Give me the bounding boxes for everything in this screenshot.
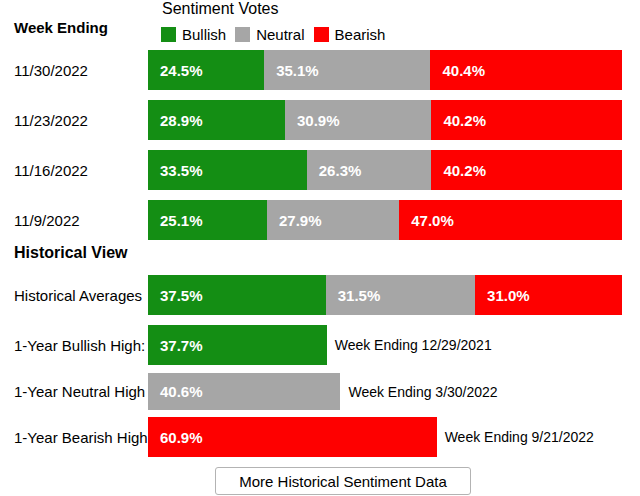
value-bar: 37.7% Week Ending 12/29/2021	[148, 325, 622, 365]
bearish-segment: 40.2%	[431, 100, 622, 140]
week-label: 11/9/2022	[0, 200, 148, 240]
bearish-segment: 47.0%	[399, 200, 622, 240]
segment-value: 31.0%	[475, 287, 530, 304]
stacked-bar: 37.5% 31.5% 31.0%	[148, 275, 622, 315]
more-historical-data-button[interactable]: More Historical Sentiment Data	[215, 467, 471, 495]
bullish-segment: 25.1%	[148, 200, 267, 240]
neutral-swatch-icon	[235, 27, 250, 42]
historical-row-label: 1-Year Bullish High:	[0, 325, 148, 365]
segment-value: 40.4%	[430, 62, 485, 79]
week-ending-heading: Week Ending	[14, 19, 108, 36]
stacked-bar: 24.5% 35.1% 40.4%	[148, 50, 622, 90]
stacked-bar: 33.5% 26.3% 40.2%	[148, 150, 622, 190]
neutral-segment: 27.9%	[267, 200, 399, 240]
bearish-segment: 40.2%	[431, 150, 622, 190]
stacked-bar: 28.9% 30.9% 40.2%	[148, 100, 622, 140]
segment-value: 31.5%	[326, 287, 381, 304]
week-label: 11/23/2022	[0, 100, 148, 140]
bullish-segment: 33.5%	[148, 150, 307, 190]
segment-value: 40.2%	[431, 112, 486, 129]
legend-item-bullish: Bullish	[161, 26, 226, 43]
bearish-segment: 60.9%	[148, 417, 437, 457]
weekly-sentiment-row: 11/30/202224.5% 35.1% 40.4%	[0, 50, 640, 90]
segment-value: 60.9%	[148, 429, 203, 446]
historical-row-label: 1-Year Neutral High	[0, 373, 148, 410]
stacked-bar: 25.1% 27.9% 47.0%	[148, 200, 622, 240]
segment-value: 40.2%	[431, 162, 486, 179]
neutral-segment: 30.9%	[285, 100, 431, 140]
week-label: 11/30/2022	[0, 50, 148, 90]
bullish-segment: 24.5%	[148, 50, 264, 90]
historical-averages-row: Historical Averages37.5% 31.5% 31.0%	[0, 275, 640, 315]
week-ending-annotation: Week Ending 9/21/2022	[445, 417, 594, 457]
historical-row-label: Historical Averages	[0, 275, 148, 315]
bearish-segment: 40.4%	[430, 50, 621, 90]
weekly-sentiment-rows: 11/30/202224.5% 35.1% 40.4% 11/23/202228.9%…	[0, 50, 640, 250]
legend-label: Bearish	[335, 26, 386, 43]
historical-extreme-row: 1-Year Bearish High60.9% Week Ending 9/21…	[0, 417, 640, 457]
historical-extreme-row: 1-Year Bullish High:37.7% Week Ending 12/…	[0, 325, 640, 365]
legend-label: Neutral	[256, 26, 304, 43]
weekly-sentiment-row: 11/23/202228.9% 30.9% 40.2%	[0, 100, 640, 140]
week-ending-annotation: Week Ending 12/29/2021	[335, 325, 492, 365]
segment-value: 40.6%	[148, 383, 203, 400]
segment-value: 27.9%	[267, 212, 322, 229]
segment-value: 47.0%	[399, 212, 454, 229]
bearish-swatch-icon	[314, 27, 329, 42]
segment-value: 24.5%	[148, 62, 203, 79]
week-ending-annotation: Week Ending 3/30/2022	[348, 373, 497, 410]
sentiment-survey-panel: Sentiment Votes Week Ending Bullish Neutr…	[0, 0, 640, 496]
segment-value: 33.5%	[148, 162, 203, 179]
week-label: 11/16/2022	[0, 150, 148, 190]
legend: Bullish Neutral Bearish	[161, 26, 394, 43]
historical-row-label: 1-Year Bearish High	[0, 417, 148, 457]
historical-extreme-row: 1-Year Neutral High40.6% Week Ending 3/30…	[0, 373, 640, 410]
neutral-segment: 26.3%	[307, 150, 432, 190]
neutral-segment: 31.5%	[326, 275, 475, 315]
segment-value: 28.9%	[148, 112, 203, 129]
weekly-sentiment-row: 11/9/202225.1% 27.9% 47.0%	[0, 200, 640, 240]
neutral-segment: 40.6%	[148, 373, 340, 410]
bullish-segment: 37.5%	[148, 275, 326, 315]
legend-item-neutral: Neutral	[235, 26, 304, 43]
bearish-segment: 31.0%	[475, 275, 622, 315]
segment-value: 37.7%	[148, 337, 203, 354]
neutral-segment: 35.1%	[264, 50, 430, 90]
value-bar: 40.6% Week Ending 3/30/2022	[148, 373, 622, 410]
legend-label: Bullish	[182, 26, 226, 43]
bullish-swatch-icon	[161, 27, 176, 42]
historical-rows: Historical Averages37.5% 31.5% 31.0% 1-Year…	[0, 275, 640, 457]
segment-value: 26.3%	[307, 162, 362, 179]
segment-value: 25.1%	[148, 212, 203, 229]
segment-value: 37.5%	[148, 287, 203, 304]
historical-view-heading: Historical View	[14, 244, 128, 262]
bullish-segment: 37.7%	[148, 325, 327, 365]
weekly-sentiment-row: 11/16/202233.5% 26.3% 40.2%	[0, 150, 640, 190]
chart-title: Sentiment Votes	[162, 0, 279, 18]
segment-value: 30.9%	[285, 112, 340, 129]
segment-value: 35.1%	[264, 62, 319, 79]
value-bar: 60.9% Week Ending 9/21/2022	[148, 417, 622, 457]
legend-item-bearish: Bearish	[314, 26, 386, 43]
bullish-segment: 28.9%	[148, 100, 285, 140]
